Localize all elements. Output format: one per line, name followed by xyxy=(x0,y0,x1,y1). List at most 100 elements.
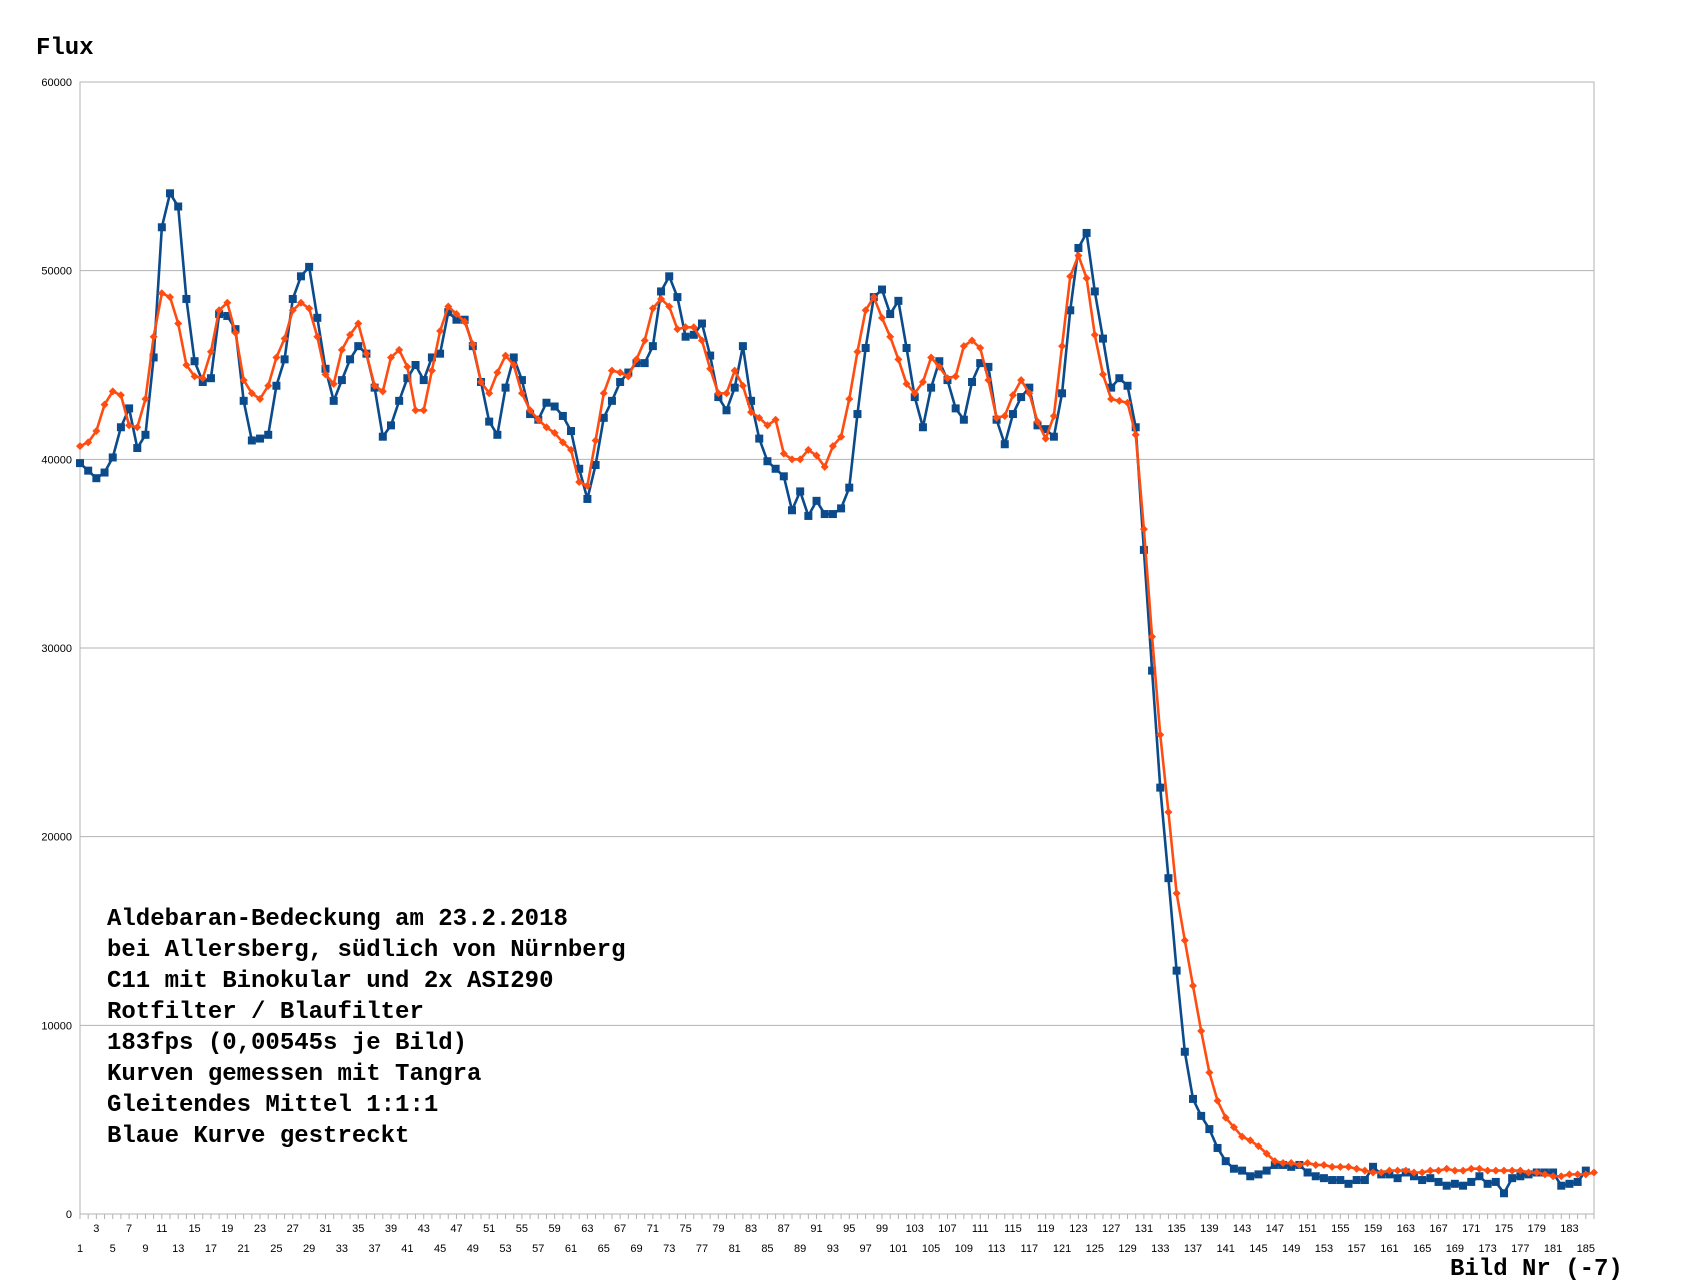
data-point xyxy=(575,464,584,473)
x-tick-label: 5 xyxy=(110,1243,116,1255)
data-point xyxy=(223,311,232,320)
data-point xyxy=(935,362,944,371)
data-point xyxy=(166,189,175,198)
data-point xyxy=(329,379,338,388)
x-tick-label: 153 xyxy=(1315,1243,1333,1255)
data-point xyxy=(1385,1166,1394,1175)
plot-area-frame xyxy=(79,81,1595,1215)
x-tick-label: 129 xyxy=(1118,1243,1136,1255)
data-point xyxy=(1156,783,1165,792)
x-tick-label: 85 xyxy=(761,1243,773,1255)
x-tick-label: 169 xyxy=(1446,1243,1464,1255)
data-point xyxy=(738,342,747,351)
data-point xyxy=(1000,440,1009,449)
x-tick-label: 13 xyxy=(172,1243,184,1255)
data-point xyxy=(403,374,412,383)
data-point xyxy=(804,445,813,454)
y-tick-label: 0 xyxy=(66,1209,72,1221)
data-point xyxy=(1450,1179,1459,1188)
data-point xyxy=(1540,1170,1549,1179)
data-point xyxy=(689,330,698,339)
data-point xyxy=(902,379,911,388)
x-tick-label: 177 xyxy=(1511,1243,1529,1255)
data-point xyxy=(1459,1181,1468,1190)
series-blue xyxy=(76,189,1590,1198)
annotation-block: Aldebaran-Bedeckung am 23.2.2018 bei All… xyxy=(107,906,625,1150)
data-point xyxy=(812,496,821,505)
data-point xyxy=(256,434,265,443)
data-point xyxy=(1426,1174,1435,1183)
data-point xyxy=(149,353,158,362)
data-point xyxy=(714,389,723,398)
data-point xyxy=(1262,1149,1271,1158)
data-point xyxy=(1058,389,1067,398)
data-point xyxy=(1017,393,1026,402)
x-tick-label: 45 xyxy=(434,1243,446,1255)
data-point xyxy=(861,344,870,353)
data-point xyxy=(100,468,109,477)
data-point xyxy=(1180,936,1189,945)
data-point xyxy=(730,366,739,375)
data-point xyxy=(706,351,715,360)
x-tick-label: 183 xyxy=(1560,1223,1578,1235)
data-point xyxy=(1491,1177,1500,1186)
data-point xyxy=(362,349,371,358)
data-point xyxy=(607,396,616,405)
x-tick-label: 77 xyxy=(696,1243,708,1255)
x-tick-label: 147 xyxy=(1266,1223,1284,1235)
x-tick-label: 135 xyxy=(1167,1223,1185,1235)
y-axis-title: Flux xyxy=(36,35,94,62)
data-point xyxy=(1049,432,1058,441)
data-point xyxy=(1418,1176,1427,1185)
data-point xyxy=(812,451,821,460)
data-point xyxy=(1041,425,1050,434)
data-point xyxy=(149,332,158,341)
data-point xyxy=(419,406,428,415)
data-point xyxy=(460,317,469,326)
x-tick-label: 81 xyxy=(729,1243,741,1255)
data-point xyxy=(411,406,420,415)
data-point xyxy=(1008,391,1017,400)
y-axis-tick-labels: 0 10000 20000 30000 40000 50000 60000 xyxy=(41,77,72,1221)
data-point xyxy=(1041,434,1050,443)
x-tick-label: 97 xyxy=(860,1243,872,1255)
x-tick-label: 43 xyxy=(418,1223,430,1235)
data-point xyxy=(796,455,805,464)
data-point xyxy=(329,396,338,405)
data-point xyxy=(1049,411,1058,420)
data-point xyxy=(133,444,142,453)
data-point xyxy=(1033,417,1042,426)
data-point xyxy=(182,361,191,369)
data-point xyxy=(927,383,936,392)
data-point xyxy=(1172,966,1181,975)
data-point xyxy=(1303,1159,1312,1168)
data-point xyxy=(468,340,477,349)
data-point xyxy=(444,308,453,317)
data-point xyxy=(706,364,715,373)
data-point xyxy=(763,457,772,466)
data-point xyxy=(1573,1170,1582,1179)
data-point xyxy=(157,223,166,232)
x-tick-label: 7 xyxy=(126,1223,132,1235)
data-point xyxy=(1074,244,1083,253)
x-tick-label: 91 xyxy=(810,1223,822,1235)
data-point xyxy=(509,361,518,369)
data-point xyxy=(403,362,412,371)
data-point xyxy=(125,404,134,413)
y-tick-label: 60000 xyxy=(41,77,72,89)
x-tick-label: 25 xyxy=(270,1243,282,1255)
data-point xyxy=(918,377,927,386)
data-point xyxy=(206,347,215,356)
data-point xyxy=(1401,1166,1410,1175)
data-point xyxy=(1557,1172,1566,1181)
data-point xyxy=(550,428,559,437)
data-point xyxy=(1180,1047,1189,1056)
x-tick-label: 93 xyxy=(827,1243,839,1255)
data-point xyxy=(1336,1162,1345,1171)
x-tick-label: 175 xyxy=(1495,1223,1513,1235)
data-point xyxy=(141,394,150,403)
x-tick-label: 11 xyxy=(156,1223,167,1235)
x-tick-label: 123 xyxy=(1069,1223,1087,1235)
x-tick-label: 155 xyxy=(1331,1223,1349,1235)
data-point xyxy=(1115,396,1124,405)
